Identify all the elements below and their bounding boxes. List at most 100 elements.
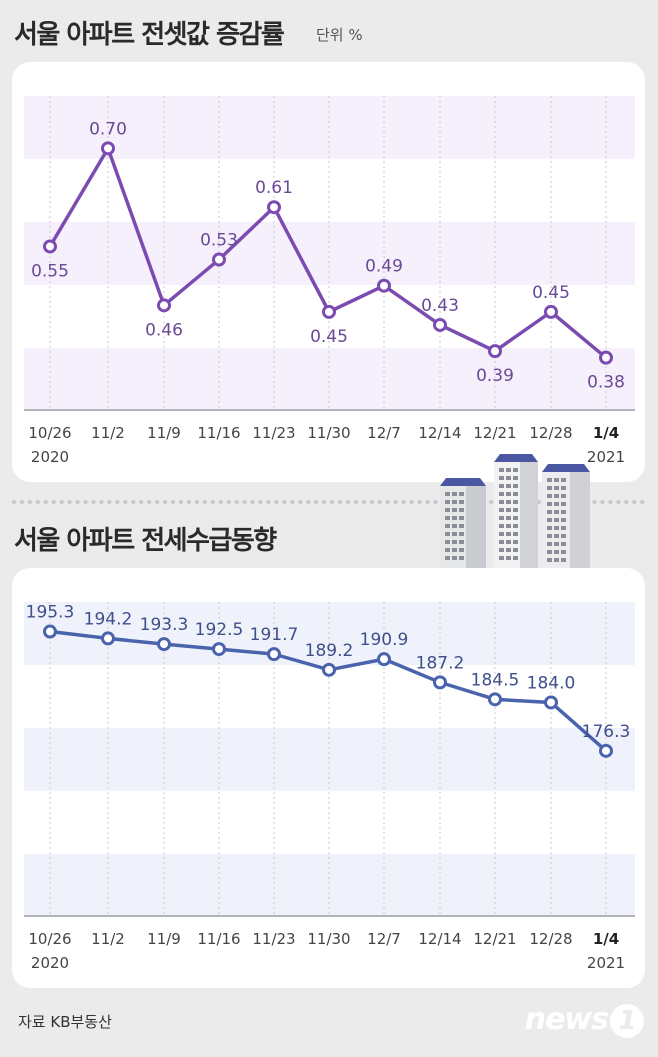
window xyxy=(506,532,511,536)
window xyxy=(547,486,552,490)
window xyxy=(554,486,559,490)
window xyxy=(506,540,511,544)
window xyxy=(452,540,457,544)
x-tick-label: 11/16 xyxy=(197,424,240,442)
data-label: 194.2 xyxy=(84,609,133,629)
window xyxy=(547,526,552,530)
window xyxy=(499,524,504,528)
chart1-unit: 단위 % xyxy=(316,26,363,44)
data-point xyxy=(267,200,281,215)
window xyxy=(513,476,518,480)
window xyxy=(547,502,552,506)
data-point xyxy=(322,304,336,319)
x-tick-label: 10/26 xyxy=(28,424,71,442)
chart-band xyxy=(24,854,635,917)
window xyxy=(561,518,566,522)
window xyxy=(506,484,511,488)
data-label: 0.46 xyxy=(145,320,183,340)
data-point xyxy=(212,642,226,657)
chart1-title: 서울 아파트 전셋값 증감률 xyxy=(14,20,285,50)
window xyxy=(459,508,464,512)
data-label: 189.2 xyxy=(305,641,354,661)
data-label: 176.3 xyxy=(582,722,631,742)
data-label: 0.70 xyxy=(89,119,127,139)
window xyxy=(561,510,566,514)
data-point xyxy=(599,350,613,365)
data-point xyxy=(488,344,502,359)
window xyxy=(452,548,457,552)
data-label: 190.9 xyxy=(360,630,409,650)
year-label-start: 2020 xyxy=(31,954,69,972)
x-tick-label: 11/30 xyxy=(307,930,350,948)
window xyxy=(561,558,566,562)
chart2-card: 195.3 194.2 193.3 192.5 191.7 189.2 190.9 187.2… xyxy=(12,568,645,988)
data-point xyxy=(488,692,502,707)
x-tick-label: 12/7 xyxy=(367,930,401,948)
window xyxy=(506,492,511,496)
window xyxy=(554,526,559,530)
window xyxy=(445,556,450,560)
data-label: 0.43 xyxy=(421,296,459,316)
x-tick-label: 12/28 xyxy=(529,930,572,948)
window xyxy=(561,494,566,498)
x-tick-label: 12/28 xyxy=(529,424,572,442)
data-point xyxy=(433,675,447,690)
x-tick-label: 11/9 xyxy=(147,424,181,442)
window xyxy=(554,518,559,522)
x-tick-label: 12/14 xyxy=(418,930,461,948)
window xyxy=(547,534,552,538)
window xyxy=(547,558,552,562)
window xyxy=(547,542,552,546)
x-tick-label: 11/23 xyxy=(252,930,295,948)
window xyxy=(513,492,518,496)
source-note: 자료 KB부동산 xyxy=(18,1013,112,1031)
data-label: 0.61 xyxy=(255,178,293,198)
x-tick-label: 11/16 xyxy=(197,930,240,948)
window xyxy=(499,532,504,536)
window xyxy=(459,492,464,496)
window xyxy=(547,494,552,498)
data-label: 184.0 xyxy=(527,673,576,693)
window xyxy=(452,556,457,560)
window xyxy=(452,524,457,528)
window xyxy=(561,534,566,538)
window xyxy=(499,508,504,512)
data-point xyxy=(433,317,447,332)
window xyxy=(452,532,457,536)
window xyxy=(459,548,464,552)
data-point xyxy=(43,239,57,254)
year-label-end: 2021 xyxy=(587,954,625,972)
window xyxy=(445,524,450,528)
window xyxy=(561,502,566,506)
data-point xyxy=(157,637,171,652)
window xyxy=(561,478,566,482)
data-label: 0.39 xyxy=(476,366,514,386)
window xyxy=(499,484,504,488)
window xyxy=(506,500,511,504)
window xyxy=(499,500,504,504)
window xyxy=(452,492,457,496)
year-label-end: 2021 xyxy=(587,448,625,466)
window xyxy=(499,468,504,472)
data-point xyxy=(599,743,613,758)
window xyxy=(547,478,552,482)
window xyxy=(452,500,457,504)
window xyxy=(445,492,450,496)
data-label: 0.53 xyxy=(200,231,238,251)
window xyxy=(513,484,518,488)
x-tick-label: 11/23 xyxy=(252,424,295,442)
x-tick-label: 11/9 xyxy=(147,930,181,948)
data-label: 0.45 xyxy=(310,327,348,347)
data-point xyxy=(43,624,57,639)
data-point xyxy=(212,252,226,267)
window xyxy=(459,556,464,560)
window xyxy=(452,516,457,520)
window xyxy=(506,548,511,552)
window xyxy=(561,486,566,490)
window xyxy=(513,540,518,544)
window xyxy=(513,556,518,560)
window xyxy=(459,540,464,544)
data-point xyxy=(322,662,336,677)
data-point xyxy=(544,695,558,710)
window xyxy=(445,508,450,512)
